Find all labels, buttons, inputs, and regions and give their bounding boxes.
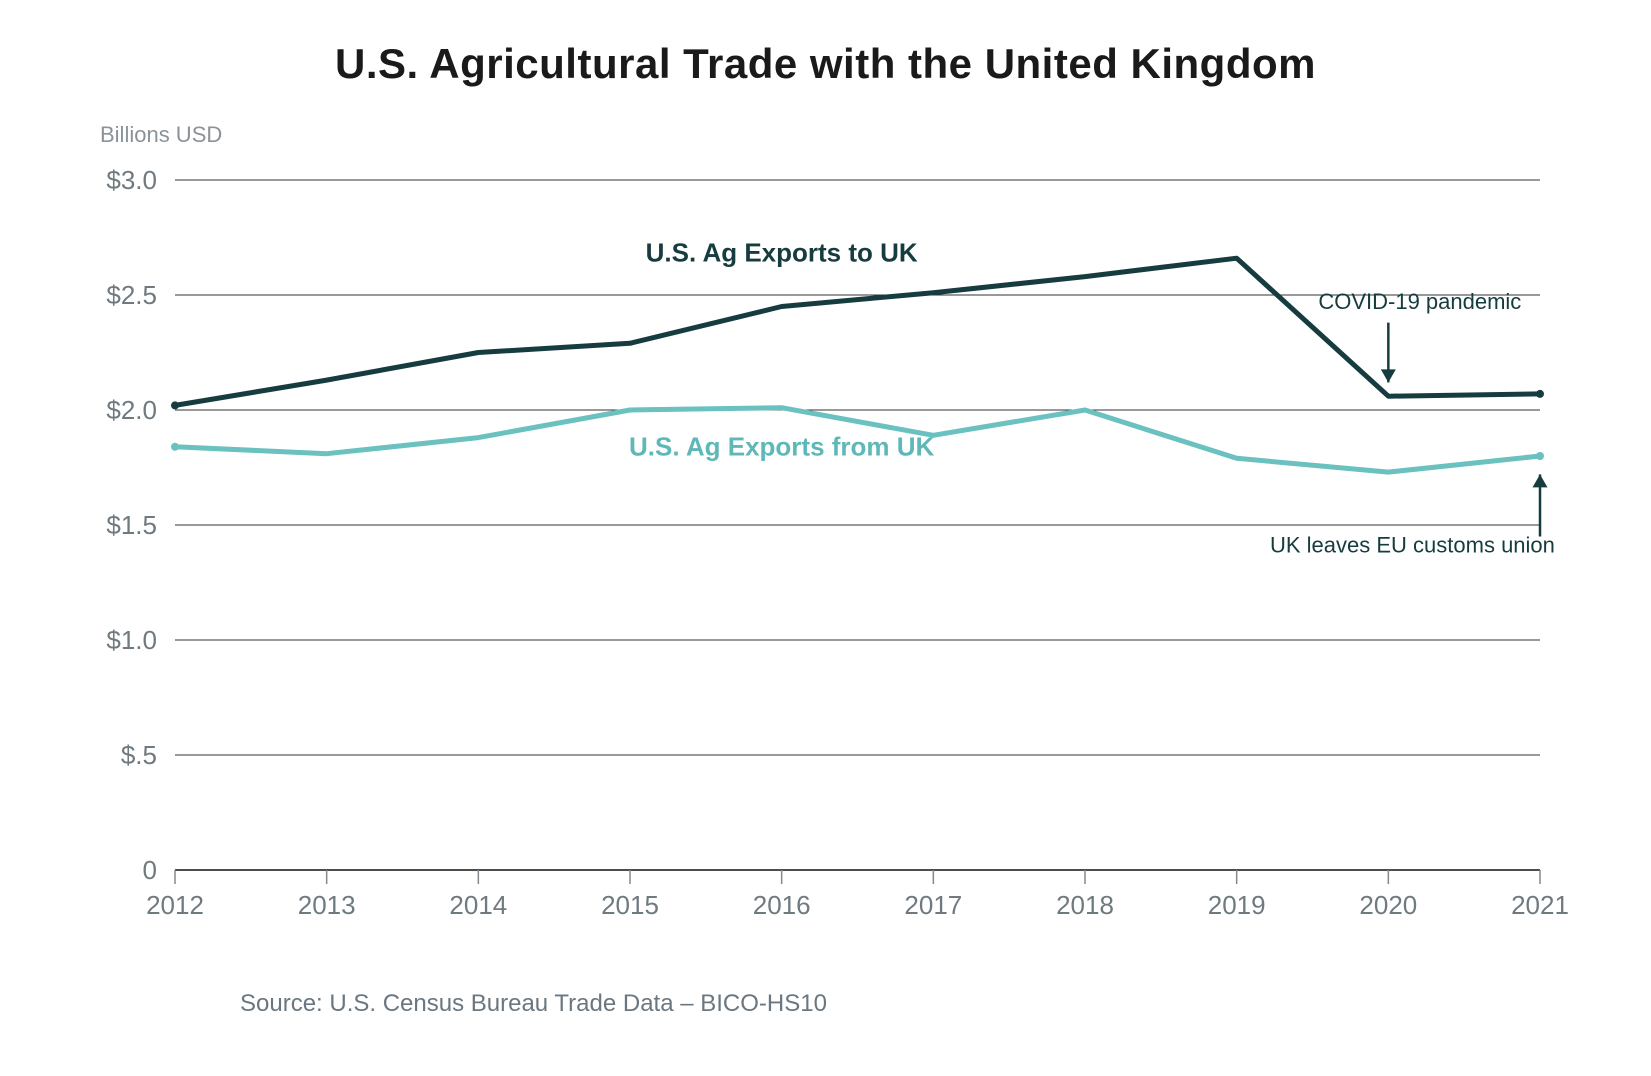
svg-text:$2.5: $2.5 [106,280,157,310]
svg-text:$3.0: $3.0 [106,165,157,195]
line-chart: 0 $.5 $1.0 $1.5 $2.0 $2.5 $3.0 2012 2013 2014 2015… [0,0,1651,1076]
svg-text:COVID-19 pandemic: COVID-19 pandemic [1318,289,1521,314]
svg-text:2016: 2016 [753,890,811,920]
svg-text:2019: 2019 [1208,890,1266,920]
svg-text:2017: 2017 [904,890,962,920]
svg-text:$1.5: $1.5 [106,510,157,540]
svg-text:U.S. Ag Exports to UK: U.S. Ag Exports to UK [646,238,918,268]
svg-text:2015: 2015 [601,890,659,920]
svg-text:2013: 2013 [298,890,356,920]
svg-text:2018: 2018 [1056,890,1114,920]
svg-text:2014: 2014 [449,890,507,920]
svg-text:U.S. Ag Exports from UK: U.S. Ag Exports from UK [629,432,935,462]
svg-text:0: 0 [143,855,157,885]
svg-text:$.5: $.5 [121,740,157,770]
svg-text:UK leaves EU customs union: UK leaves EU customs union [1270,533,1555,558]
svg-text:2012: 2012 [146,890,204,920]
svg-text:2020: 2020 [1359,890,1417,920]
svg-text:$2.0: $2.0 [106,395,157,425]
svg-text:$1.0: $1.0 [106,625,157,655]
svg-text:2021: 2021 [1511,890,1569,920]
chart-container: U.S. Agricultural Trade with the United … [0,0,1651,1076]
